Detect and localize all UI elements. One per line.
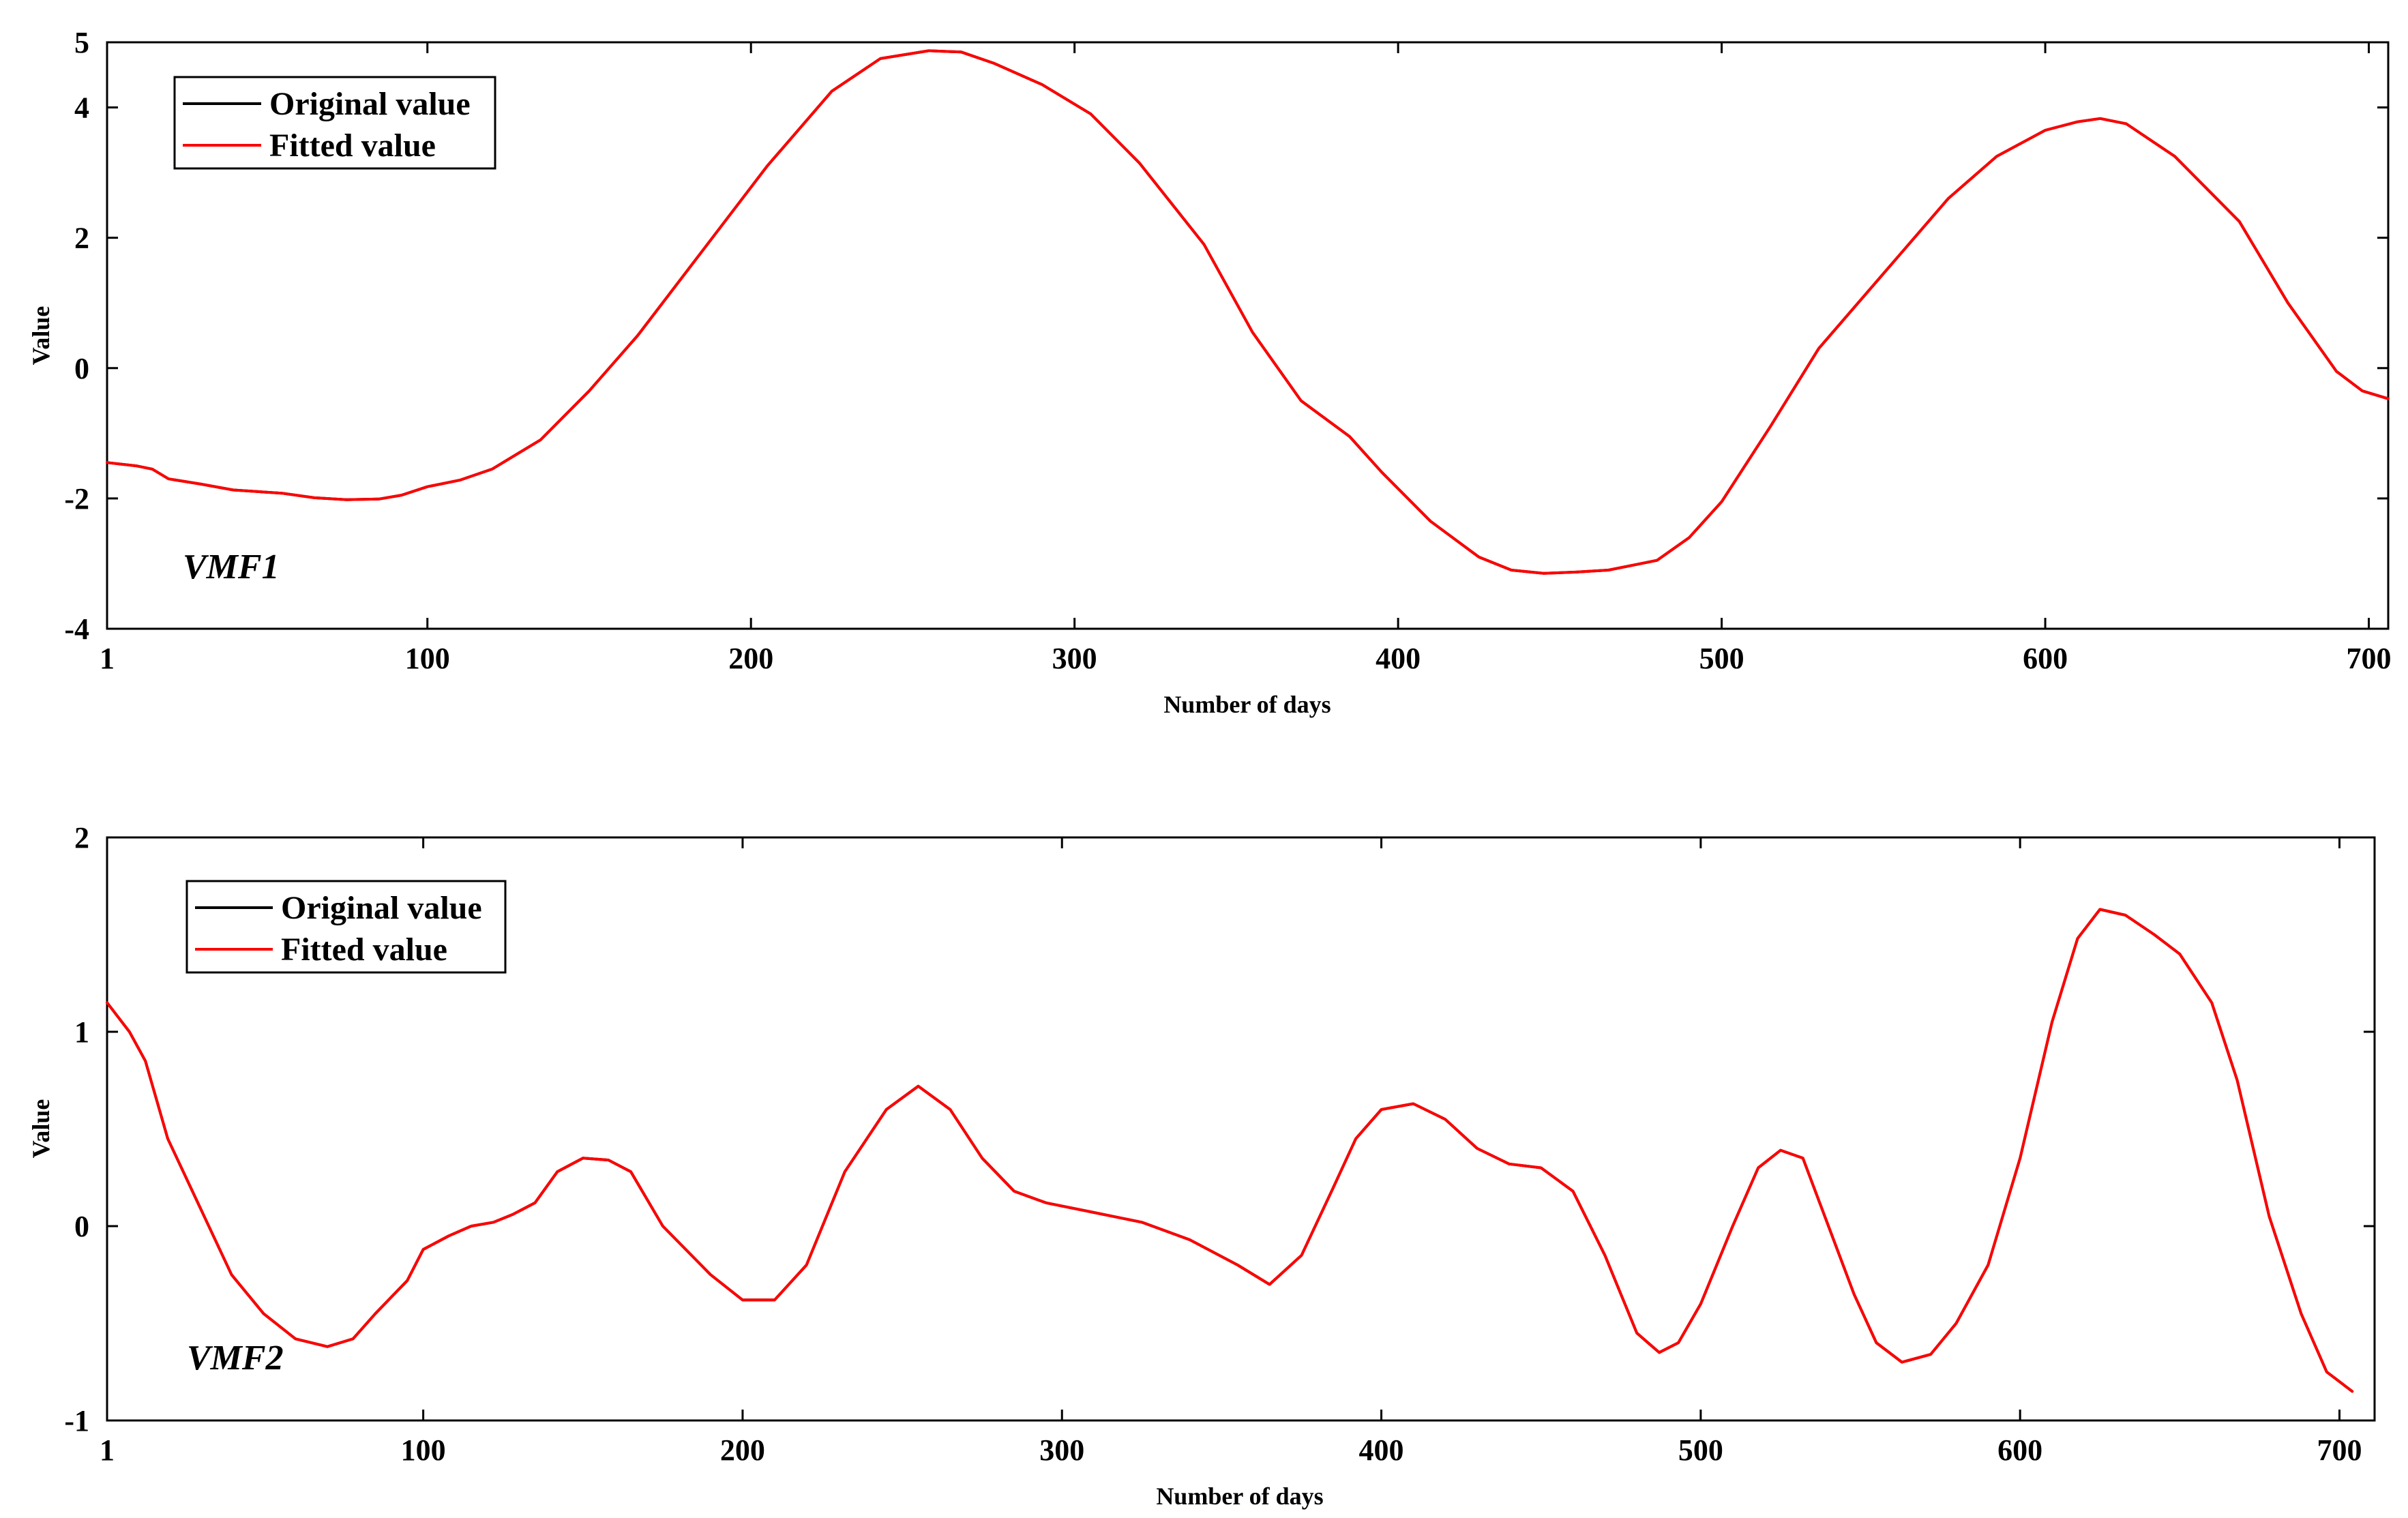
vmf2-legend-label-original: Original value — [281, 890, 482, 926]
vmf1-y-tick-label: 5 — [74, 26, 89, 59]
vmf2-series-fitted-line — [106, 908, 2354, 1393]
vmf2-x-tick-label: 100 — [401, 1433, 446, 1467]
vmf1-legend-label-fitted: Fitted value — [269, 128, 436, 164]
vmf1-x-axis-label: Number of days — [1163, 691, 1331, 718]
vmf1-x-tick-label: 100 — [405, 642, 450, 675]
vmf2-ticks — [106, 836, 2375, 1422]
vmf1-lines — [106, 49, 2390, 575]
vmf2-x-tick-label: 600 — [1997, 1433, 2042, 1467]
vmf2-y-tick-label: 1 — [74, 1015, 89, 1049]
vmf2-y-axis-label: Value — [27, 1099, 55, 1159]
vmf1-legend: Original value Fitted value — [173, 76, 496, 170]
vmf1-y-tick-label: 4 — [74, 91, 89, 125]
vmf1-y-tick-label: -2 — [64, 482, 89, 516]
vmf1-y-axis-label: Value — [27, 306, 55, 366]
vmf2-plot-area: 1 100 200 300 400 500 600 700 -1 0 1 2 — [64, 821, 2376, 1467]
vmf1-annotation: VMF1 — [183, 548, 280, 586]
vmf1-x-tick-label: 1 — [100, 642, 115, 675]
vmf2-lines — [106, 908, 2354, 1393]
vmf1-y-tick-label: 0 — [74, 352, 89, 385]
vmf2-y-tick-label: -1 — [64, 1404, 89, 1438]
vmf1-x-tick-label: 700 — [2347, 642, 2392, 675]
vmf2-legend: Original value Fitted value — [185, 880, 507, 974]
vmf1-x-tick-label: 500 — [1699, 642, 1744, 675]
panel-vmf2: 1 100 200 300 400 500 600 700 -1 0 1 2 Number of da… — [27, 821, 2376, 1510]
vmf2-axes-frame — [106, 836, 2376, 1422]
vmf1-legend-box — [173, 76, 496, 170]
vmf2-x-tick-label: 500 — [1678, 1433, 1723, 1467]
vmf1-tick-labels: 1 100 200 300 400 500 600 700 -4 -2 0 2 4 5 — [64, 26, 2391, 675]
vmf1-axes-frame — [106, 41, 2390, 630]
vmf1-legend-label-original: Original value — [269, 86, 471, 122]
vmf2-x-tick-label: 400 — [1359, 1433, 1404, 1467]
vmf2-legend-label-fitted: Fitted value — [281, 932, 447, 968]
vmf2-x-tick-label: 200 — [720, 1433, 765, 1467]
vmf1-x-tick-label: 200 — [728, 642, 773, 675]
vmf1-x-tick-label: 300 — [1052, 642, 1097, 675]
vmf1-x-tick-label: 600 — [2023, 642, 2068, 675]
vmf2-x-axis-label: Number of days — [1156, 1483, 1323, 1510]
vmf1-series-fitted-line — [106, 49, 2390, 575]
vmf2-x-tick-label: 700 — [2317, 1433, 2362, 1467]
vmf1-ticks — [106, 41, 2388, 630]
panel-vmf1: 1 100 200 300 400 500 600 700 -4 -2 0 2 4 5 Number of… — [27, 26, 2392, 718]
vmf2-x-tick-label: 300 — [1039, 1433, 1084, 1467]
vmf1-y-tick-label: 2 — [74, 222, 89, 255]
vmf2-y-tick-label: 0 — [74, 1210, 89, 1243]
vmf1-plot-area: 1 100 200 300 400 500 600 700 -4 -2 0 2 4 5 — [64, 26, 2391, 675]
vmf2-x-tick-label: 1 — [100, 1433, 115, 1467]
vmf1-x-tick-label: 400 — [1376, 642, 1421, 675]
vmf2-tick-labels: 1 100 200 300 400 500 600 700 -1 0 1 2 — [64, 821, 2362, 1467]
vmf2-annotation: VMF2 — [187, 1339, 284, 1378]
vmf1-y-tick-label: -4 — [64, 612, 89, 646]
vmf2-legend-box — [185, 880, 507, 974]
vmf2-y-tick-label: 2 — [74, 821, 89, 854]
